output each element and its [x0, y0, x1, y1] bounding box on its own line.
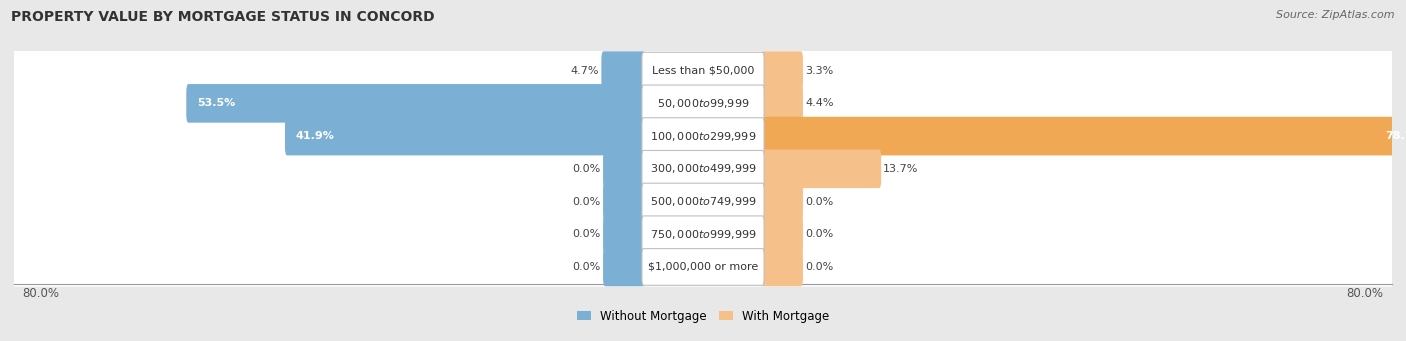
FancyBboxPatch shape — [13, 247, 1393, 286]
FancyBboxPatch shape — [761, 149, 882, 188]
Text: 0.0%: 0.0% — [572, 164, 600, 174]
Text: 13.7%: 13.7% — [883, 164, 918, 174]
Text: $100,000 to $299,999: $100,000 to $299,999 — [650, 130, 756, 143]
Text: PROPERTY VALUE BY MORTGAGE STATUS IN CONCORD: PROPERTY VALUE BY MORTGAGE STATUS IN CON… — [11, 10, 434, 24]
FancyBboxPatch shape — [643, 85, 763, 122]
FancyBboxPatch shape — [643, 249, 763, 285]
FancyBboxPatch shape — [761, 182, 803, 221]
Text: $300,000 to $499,999: $300,000 to $499,999 — [650, 162, 756, 175]
FancyBboxPatch shape — [186, 84, 645, 123]
FancyBboxPatch shape — [643, 216, 763, 253]
FancyBboxPatch shape — [13, 182, 1393, 221]
Text: $500,000 to $749,999: $500,000 to $749,999 — [650, 195, 756, 208]
Text: 4.4%: 4.4% — [806, 98, 834, 108]
Text: 41.9%: 41.9% — [295, 131, 335, 141]
FancyBboxPatch shape — [761, 248, 803, 286]
FancyBboxPatch shape — [761, 84, 803, 123]
Text: 4.7%: 4.7% — [571, 65, 599, 76]
Text: 0.0%: 0.0% — [806, 229, 834, 239]
FancyBboxPatch shape — [603, 248, 645, 286]
Legend: Without Mortgage, With Mortgage: Without Mortgage, With Mortgage — [572, 305, 834, 327]
Text: 0.0%: 0.0% — [572, 262, 600, 272]
FancyBboxPatch shape — [761, 117, 1406, 155]
FancyBboxPatch shape — [761, 215, 803, 254]
Text: 53.5%: 53.5% — [197, 98, 235, 108]
FancyBboxPatch shape — [643, 150, 763, 187]
Text: 78.7%: 78.7% — [1385, 131, 1406, 141]
FancyBboxPatch shape — [603, 182, 645, 221]
FancyBboxPatch shape — [13, 214, 1393, 254]
FancyBboxPatch shape — [13, 149, 1393, 189]
FancyBboxPatch shape — [643, 52, 763, 89]
FancyBboxPatch shape — [13, 84, 1393, 123]
Text: $750,000 to $999,999: $750,000 to $999,999 — [650, 228, 756, 241]
Text: 80.0%: 80.0% — [1347, 287, 1384, 300]
FancyBboxPatch shape — [13, 116, 1393, 156]
Text: $50,000 to $99,999: $50,000 to $99,999 — [657, 97, 749, 110]
FancyBboxPatch shape — [643, 118, 763, 154]
Text: Source: ZipAtlas.com: Source: ZipAtlas.com — [1277, 10, 1395, 20]
Text: 0.0%: 0.0% — [572, 196, 600, 207]
FancyBboxPatch shape — [603, 149, 645, 188]
Text: Less than $50,000: Less than $50,000 — [652, 65, 754, 76]
Text: 3.3%: 3.3% — [806, 65, 834, 76]
FancyBboxPatch shape — [761, 51, 803, 90]
Text: $1,000,000 or more: $1,000,000 or more — [648, 262, 758, 272]
FancyBboxPatch shape — [285, 117, 645, 155]
FancyBboxPatch shape — [643, 183, 763, 220]
Text: 0.0%: 0.0% — [806, 262, 834, 272]
FancyBboxPatch shape — [13, 51, 1393, 90]
Text: 0.0%: 0.0% — [806, 196, 834, 207]
FancyBboxPatch shape — [602, 51, 645, 90]
Text: 0.0%: 0.0% — [572, 229, 600, 239]
Text: 80.0%: 80.0% — [22, 287, 59, 300]
FancyBboxPatch shape — [603, 215, 645, 254]
